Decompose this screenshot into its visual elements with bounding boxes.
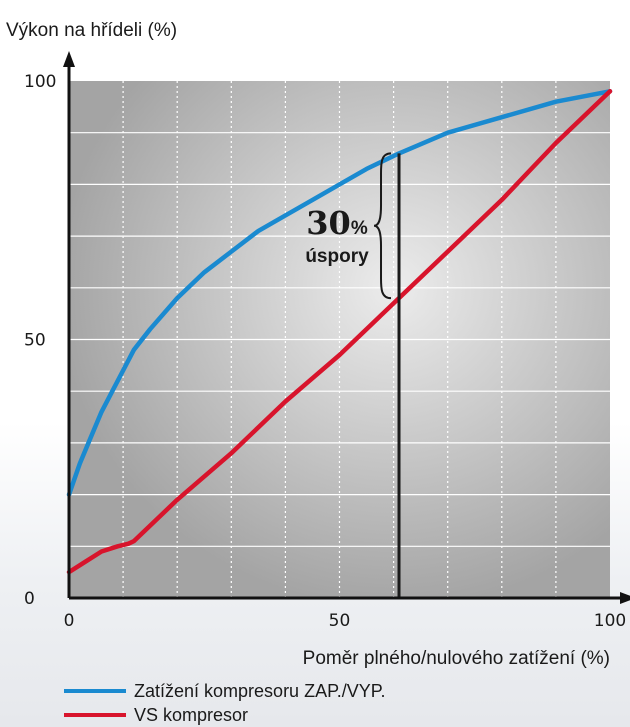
y-tick-label: 50 — [24, 331, 46, 351]
legend-item-vs: VS kompresor — [64, 703, 385, 727]
y-tick-label: 100 — [24, 72, 56, 92]
x-tick-label: 100 — [594, 611, 626, 631]
x-tick-labels: 0 50 100 — [64, 611, 627, 631]
savings-label: úspory — [305, 246, 369, 267]
series-group — [66, 89, 613, 575]
x-axis-label: Poměr plného/nulového zatížení (%) — [302, 648, 610, 669]
savings-annotation: 30% úspory — [305, 152, 401, 598]
x-tick-label: 0 — [64, 611, 75, 631]
legend: Zatížení kompresoru ZAP./VYP. VS kompres… — [64, 679, 385, 727]
savings-brace — [373, 152, 392, 300]
legend-item-onoff: Zatížení kompresoru ZAP./VYP. — [64, 679, 385, 703]
grid-vertical — [122, 81, 557, 598]
savings-value-unit: % — [351, 218, 368, 239]
legend-swatch-vs — [64, 713, 126, 717]
legend-label-onoff: Zatížení kompresoru ZAP./VYP. — [134, 680, 386, 701]
savings-value: 30% — [306, 204, 368, 242]
y-tick-labels: 0 50 100 — [24, 72, 56, 609]
savings-value-number: 30 — [306, 204, 351, 242]
series-line-1 — [66, 89, 613, 575]
series-line-0 — [66, 89, 613, 497]
y-axis-arrow — [63, 51, 75, 67]
legend-swatch-onoff — [64, 689, 126, 693]
legend-label-vs: VS kompresor — [134, 704, 249, 725]
y-tick-label: 0 — [24, 589, 35, 609]
x-tick-label: 50 — [329, 611, 351, 631]
y-axis-label: Výkon na hřídeli (%) — [6, 20, 178, 41]
x-axis-arrow — [620, 592, 630, 604]
